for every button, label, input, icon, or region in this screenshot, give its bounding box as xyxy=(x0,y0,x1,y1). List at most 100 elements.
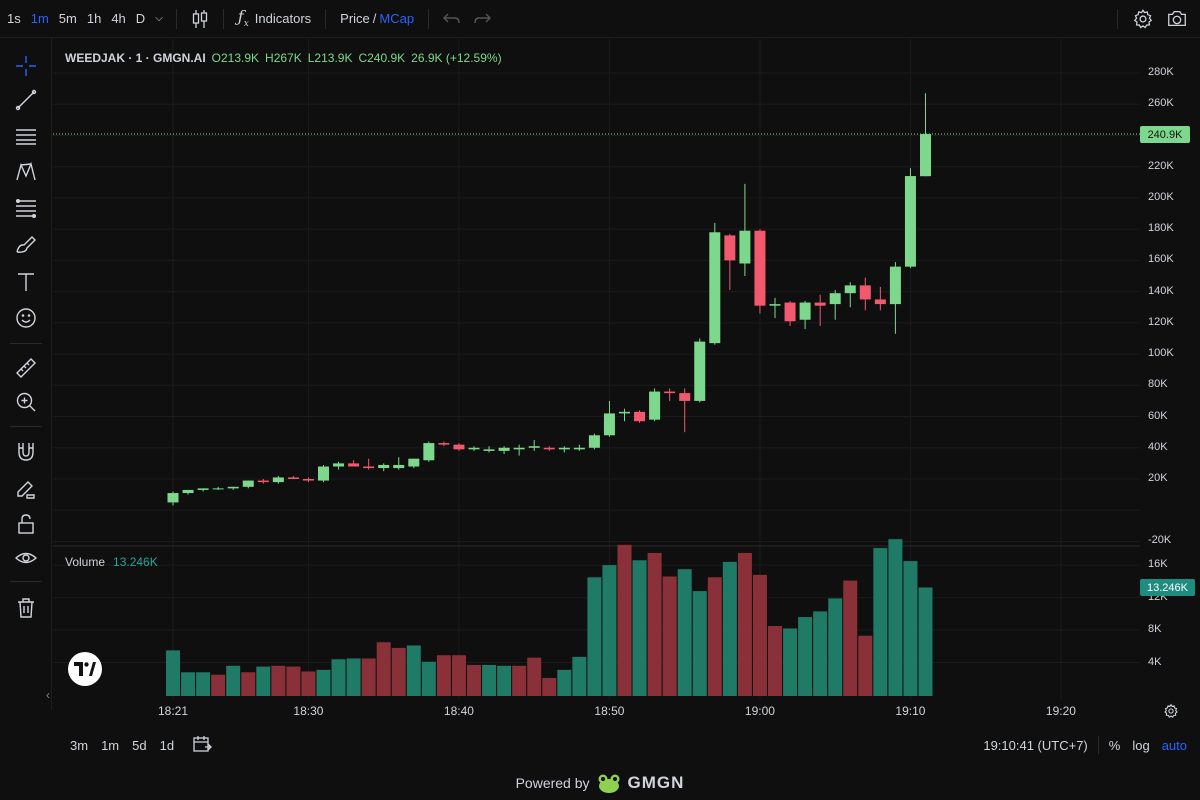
price-axis-label: 60K xyxy=(1148,409,1168,422)
volume-bar xyxy=(752,574,767,696)
log-toggle[interactable]: log xyxy=(1132,737,1150,753)
trend-line-tool[interactable] xyxy=(12,86,40,114)
go-to-date-button[interactable] xyxy=(192,735,212,756)
percent-toggle[interactable]: % xyxy=(1108,737,1121,753)
candle-body xyxy=(197,488,209,490)
crosshair-tool[interactable] xyxy=(12,52,40,80)
delete-drawings-tool[interactable] xyxy=(12,594,40,622)
low-value: L213.9K xyxy=(307,51,353,65)
time-axis-settings-button[interactable] xyxy=(1163,703,1179,724)
price-axis-label: 120K xyxy=(1148,315,1174,328)
lock-drawings-tool[interactable] xyxy=(12,474,40,502)
candle-body xyxy=(378,464,390,469)
timeframe-4h[interactable]: 4h xyxy=(111,10,126,26)
volume-bar xyxy=(241,672,256,696)
price-axis-label: 40K xyxy=(1148,440,1168,453)
toolbar-divider xyxy=(10,426,42,427)
candle-type-button[interactable] xyxy=(185,9,215,29)
volume-bar xyxy=(211,674,226,696)
timeframe-1m[interactable]: 1m xyxy=(30,10,49,26)
redo-icon xyxy=(474,13,492,23)
price-label[interactable]: Price xyxy=(340,11,370,26)
volume-bar xyxy=(527,657,542,696)
lock-tool[interactable] xyxy=(12,510,40,538)
gmgn-brand[interactable]: GMGN xyxy=(627,772,685,792)
timeframe-1h[interactable]: 1h xyxy=(86,10,102,26)
timeframe-1s[interactable]: 1s xyxy=(7,10,21,26)
settings-button[interactable] xyxy=(1126,8,1160,30)
price-mcap-toggle[interactable]: Price / MCap xyxy=(334,11,420,26)
redo-button[interactable] xyxy=(467,12,497,26)
volume-axis-label: 16K xyxy=(1148,558,1168,571)
candle-body xyxy=(513,447,525,450)
smiley-icon xyxy=(16,308,36,328)
candle-body xyxy=(904,176,916,267)
volume-bar xyxy=(888,539,903,696)
function-icon: ƒx xyxy=(237,7,249,30)
volume-bar xyxy=(451,655,466,696)
fib-tool[interactable] xyxy=(12,194,40,222)
top-toolbar: 1s 1m 5m 1h 4h D ⌵ ƒx Indicators Price /… xyxy=(0,0,1200,38)
emoji-tool[interactable] xyxy=(12,304,40,332)
range-5d[interactable]: 5d xyxy=(132,737,147,753)
volume-bar xyxy=(286,666,301,696)
gear-icon xyxy=(1164,703,1178,718)
volume-bar xyxy=(828,598,843,696)
volume-bar xyxy=(226,665,241,696)
candle-body xyxy=(302,479,314,481)
visibility-tool[interactable] xyxy=(12,544,40,572)
pattern-tool[interactable] xyxy=(12,158,40,186)
candle-body xyxy=(408,458,420,467)
toolbar-divider xyxy=(325,8,327,29)
volume-bar xyxy=(316,669,331,696)
horizontal-lines-tool[interactable] xyxy=(12,122,40,150)
magnet-tool[interactable] xyxy=(12,438,40,466)
candle-body xyxy=(844,285,856,294)
mcap-label[interactable]: MCap xyxy=(379,11,415,26)
candle-body xyxy=(769,304,781,306)
volume-bar xyxy=(617,544,632,696)
time-axis-label: 18:21 xyxy=(157,704,189,718)
volume-bar xyxy=(497,665,512,696)
price-chart-plot[interactable] xyxy=(53,39,1140,699)
zoom-tool[interactable] xyxy=(12,388,40,416)
price-axis-label: 140K xyxy=(1148,284,1174,297)
volume-bar xyxy=(376,642,391,696)
text-tool[interactable] xyxy=(12,268,40,296)
timeframe-D[interactable]: D xyxy=(135,10,146,26)
auto-toggle[interactable]: auto xyxy=(1161,737,1187,753)
volume-label[interactable]: Volume xyxy=(65,555,106,569)
ruler-tool[interactable] xyxy=(12,354,40,382)
candle-body xyxy=(649,391,661,420)
gear-icon xyxy=(1133,8,1153,28)
tradingview-logo[interactable] xyxy=(68,652,102,686)
volume-bar xyxy=(602,565,617,696)
candle-body xyxy=(709,232,721,344)
trend-line-icon xyxy=(15,89,37,111)
timeframe-5m[interactable]: 5m xyxy=(58,10,77,26)
candle-body xyxy=(287,477,299,479)
candle-body xyxy=(920,134,931,177)
screenshot-button[interactable] xyxy=(1160,8,1194,30)
volume-bar xyxy=(331,659,346,696)
toolbar-divider xyxy=(1117,8,1118,29)
undo-button[interactable] xyxy=(437,12,467,26)
range-1m[interactable]: 1m xyxy=(101,737,120,753)
close-value: C240.9K xyxy=(358,51,406,65)
toolbar-divider xyxy=(428,8,430,29)
volume-bar xyxy=(196,672,211,696)
range-3m[interactable]: 3m xyxy=(70,737,89,753)
volume-value: 13.246K xyxy=(113,555,158,569)
brush-tool[interactable] xyxy=(12,230,40,258)
indicators-button[interactable]: ƒx Indicators xyxy=(232,7,317,29)
bottom-toolbar: 3m 1m 5d 1d 19:10:41 (UTC+7) % log auto xyxy=(53,730,1200,760)
timezone-clock[interactable]: 19:10:41 (UTC+7) xyxy=(983,737,1088,753)
timeframe-dropdown-chevron-icon[interactable]: ⌵ xyxy=(155,12,163,24)
volume-bar xyxy=(768,626,782,696)
symbol-label[interactable]: WEEDJAK · 1 · GMGN.AI xyxy=(65,51,206,65)
collapse-toolbar-chevron-icon[interactable]: ‹ xyxy=(46,688,50,702)
candle-body xyxy=(423,443,435,461)
candle-body xyxy=(664,391,676,394)
candle-body xyxy=(528,446,540,448)
range-1d[interactable]: 1d xyxy=(159,737,175,753)
